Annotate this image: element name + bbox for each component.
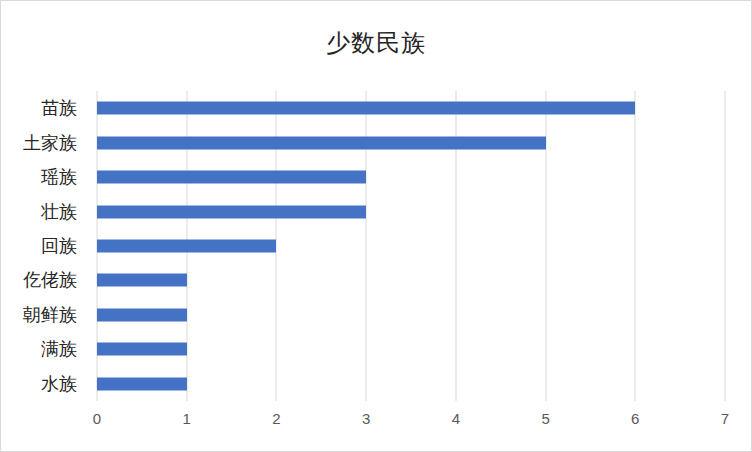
category-label: 仡佬族 [23,263,77,297]
bar-row: 回族 [97,229,725,263]
category-label: 瑶族 [41,160,77,194]
category-label: 土家族 [23,125,77,159]
bar [97,239,276,252]
bar-row: 满族 [97,332,725,366]
bar [97,274,187,287]
bar-row: 壮族 [97,194,725,228]
bar [97,308,187,321]
bar-row: 土家族 [97,125,725,159]
plot-area: 01234567苗族土家族瑶族壮族回族仡佬族朝鲜族满族水族 [97,91,725,401]
chart-title: 少数民族 [1,29,751,57]
bar-row: 瑶族 [97,160,725,194]
category-label: 回族 [41,229,77,263]
x-axis-tick-label: 6 [631,410,639,428]
bar [97,377,187,390]
category-label: 朝鲜族 [23,298,77,332]
x-axis-tick-label: 4 [452,410,460,428]
x-axis-tick-label: 1 [183,410,191,428]
bar-row: 水族 [97,367,725,401]
bar [97,205,366,218]
category-label: 苗族 [41,91,77,125]
bar [97,136,546,149]
category-label: 水族 [41,367,77,401]
x-axis-tick-label: 5 [541,410,549,428]
bar-row: 朝鲜族 [97,298,725,332]
bar [97,102,635,115]
x-axis-tick-label: 0 [93,410,101,428]
category-label: 壮族 [41,194,77,228]
chart-canvas: 少数民族 01234567苗族土家族瑶族壮族回族仡佬族朝鲜族满族水族 [0,0,752,452]
x-axis-tick-label: 7 [721,410,729,428]
x-axis-tick-label: 2 [272,410,280,428]
x-axis-tick-label: 3 [362,410,370,428]
bar [97,171,366,184]
bar [97,343,187,356]
bar-row: 苗族 [97,91,725,125]
bar-row: 仡佬族 [97,263,725,297]
category-label: 满族 [41,332,77,366]
